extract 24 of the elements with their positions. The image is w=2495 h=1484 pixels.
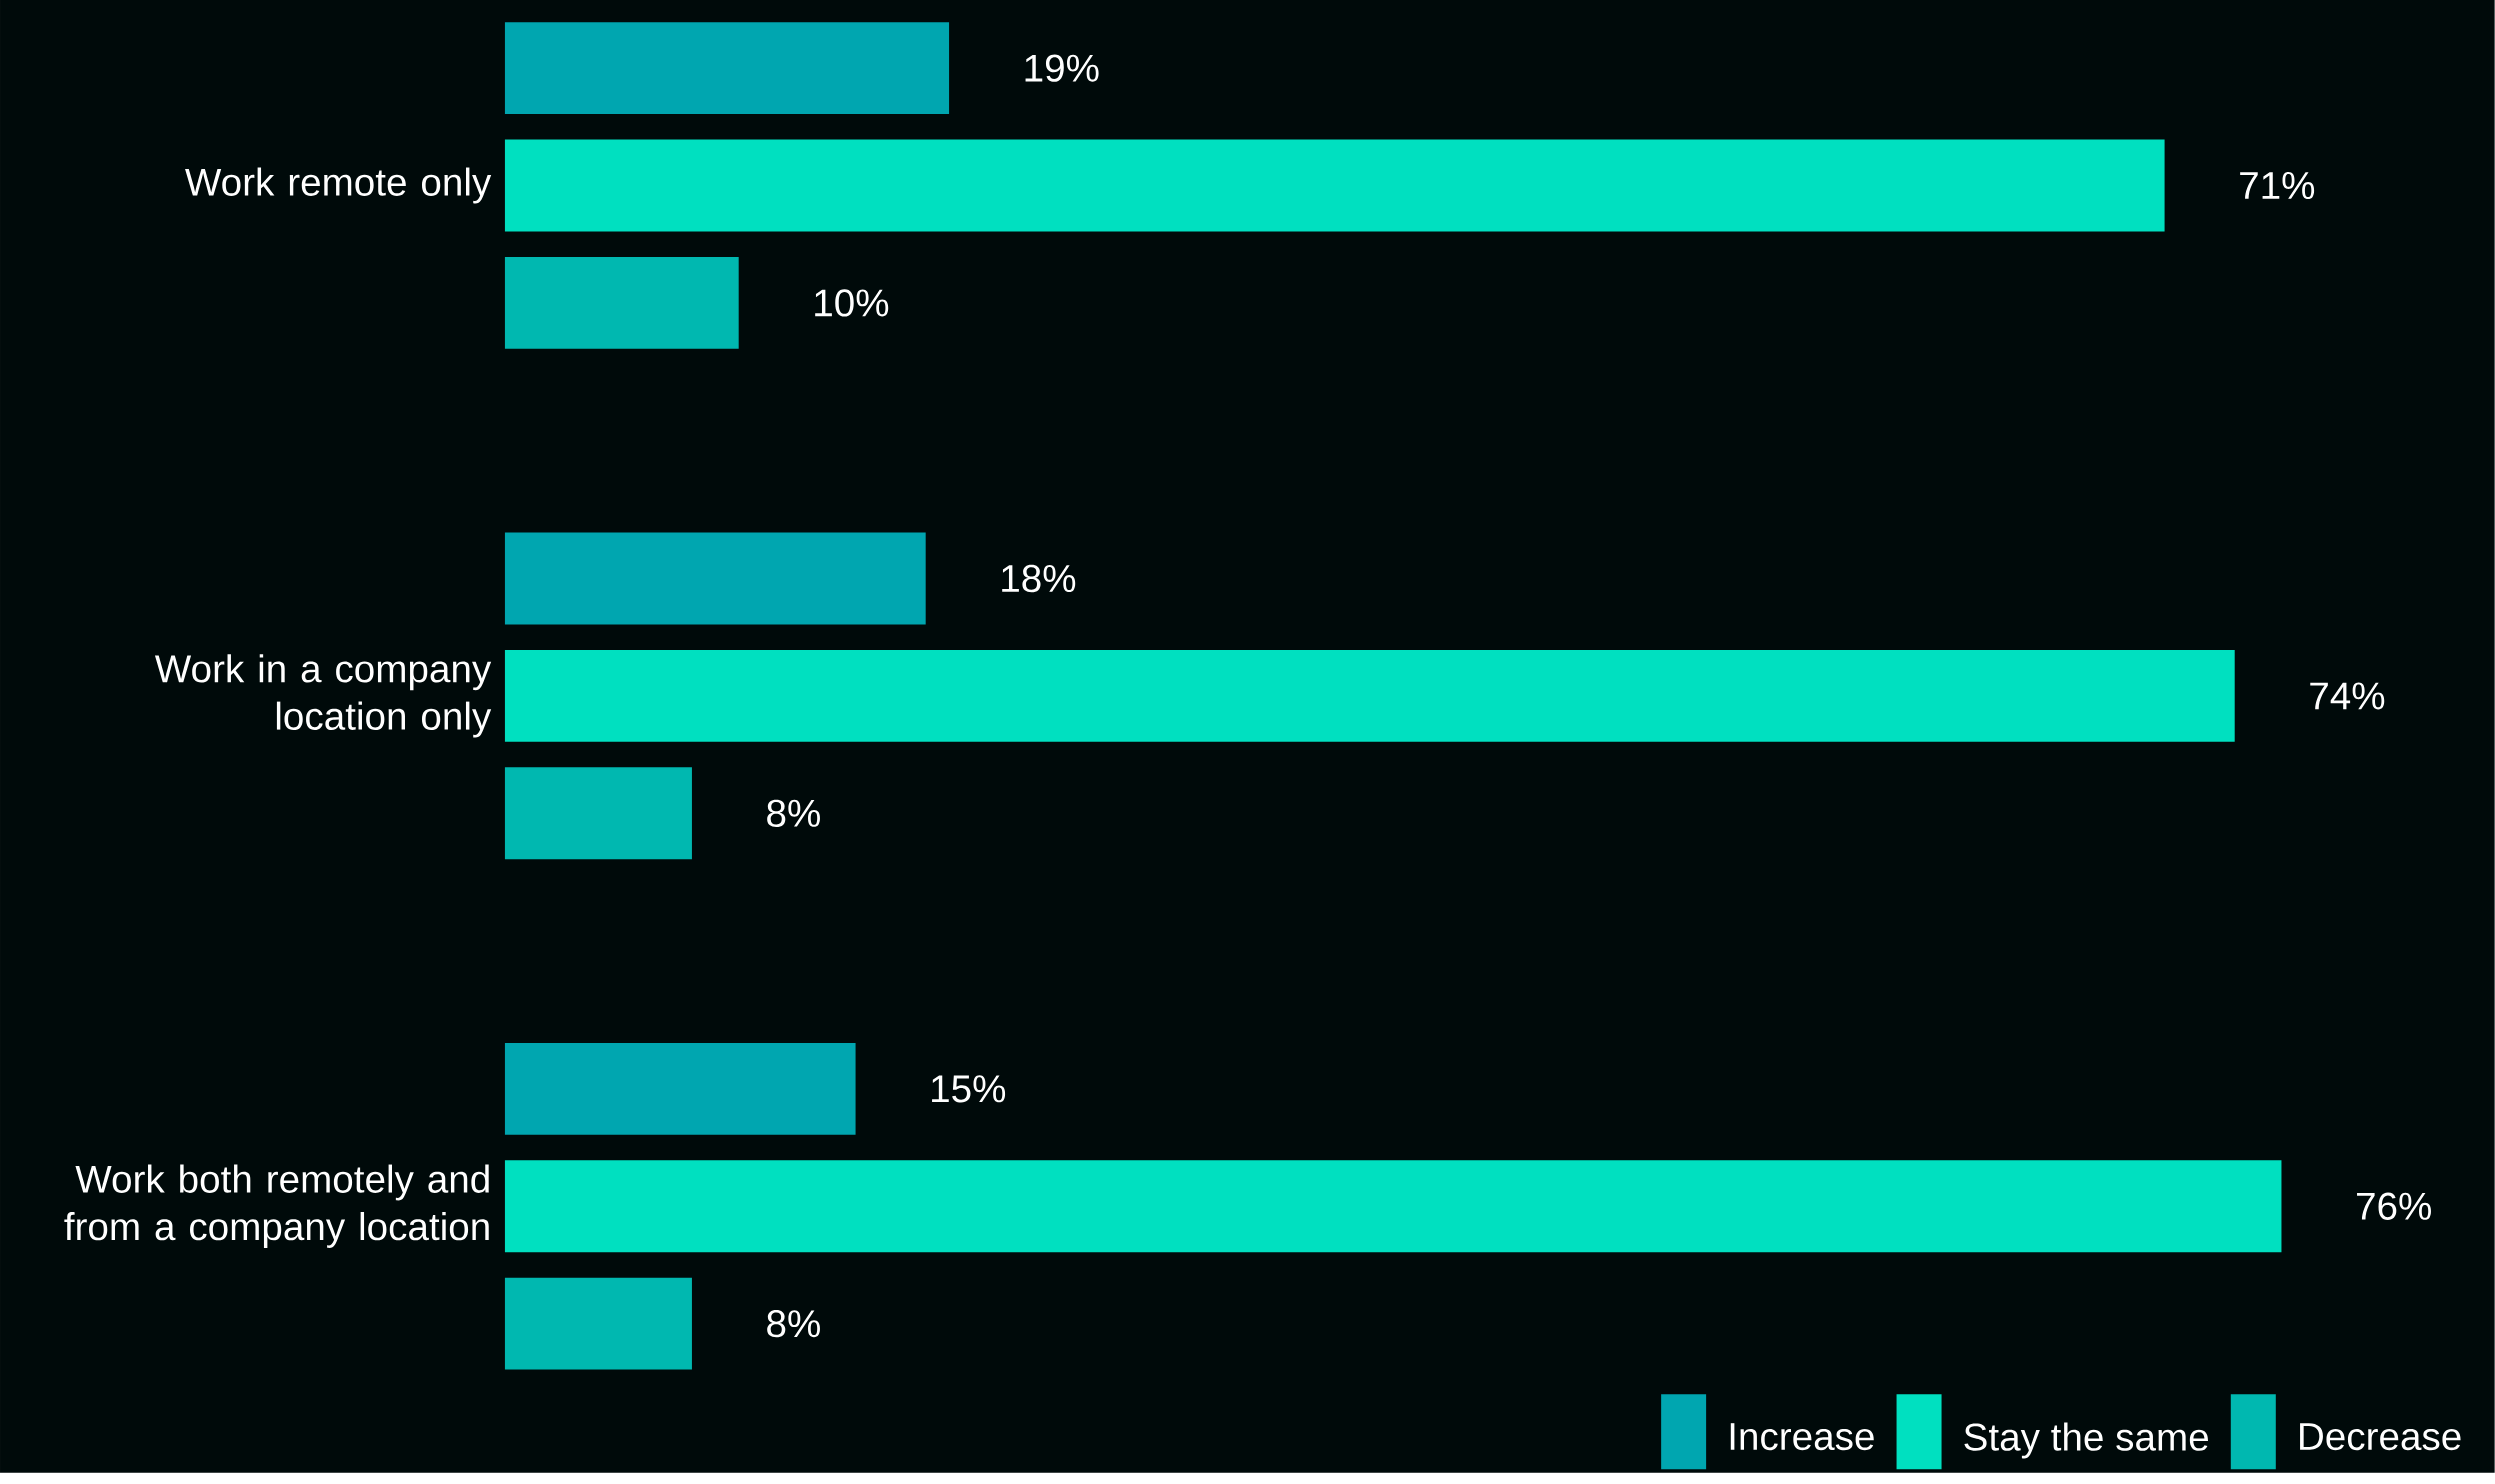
data-label: 8% — [767, 799, 820, 827]
bar — [504, 767, 692, 860]
y-tick-label: Work remote only — [185, 167, 492, 204]
data-label: 19% — [1025, 54, 1099, 82]
bar — [504, 256, 739, 349]
data-label: 18% — [1002, 564, 1076, 593]
data-label: 10% — [815, 289, 889, 317]
legend-label: Increase — [1730, 1423, 1874, 1450]
bar — [504, 649, 2235, 742]
data-label: 8% — [767, 1309, 820, 1338]
data-label: 15% — [932, 1075, 1006, 1103]
data-label: 76% — [2357, 1192, 2431, 1220]
y-tick-label: Work in a company location only — [154, 653, 492, 738]
bar — [504, 1042, 856, 1135]
bar — [504, 139, 2165, 232]
y-tick-label: Work both remotely and from a company location — [64, 1164, 489, 1248]
bar — [504, 1160, 2282, 1253]
legend-label: Decrease — [2300, 1423, 2461, 1450]
data-label: 74% — [2310, 682, 2385, 710]
bar — [504, 532, 926, 625]
data-label: 71% — [2240, 171, 2315, 199]
bar — [504, 1277, 692, 1370]
legend-label: Stay the same — [1964, 1422, 2208, 1459]
bar — [504, 22, 950, 114]
